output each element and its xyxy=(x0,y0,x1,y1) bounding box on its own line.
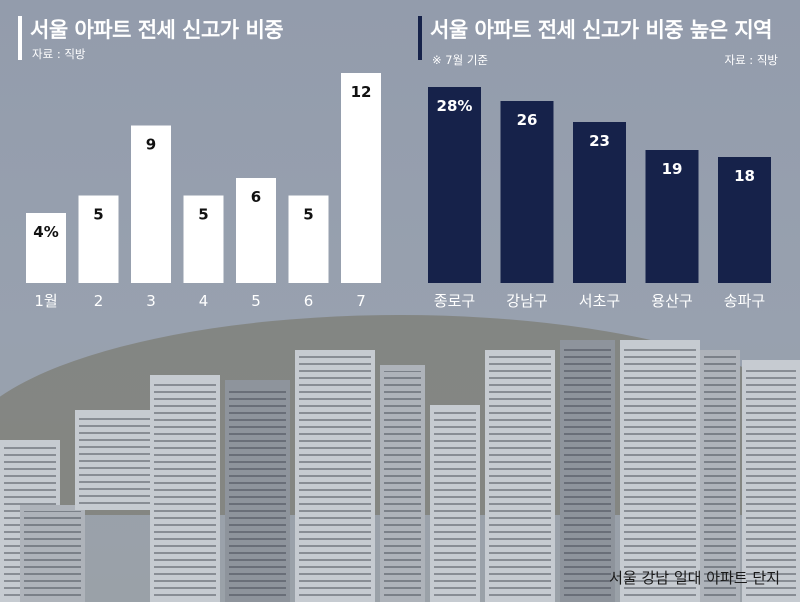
right-bar xyxy=(645,150,699,283)
left-bar-value-label: 12 xyxy=(351,83,372,101)
right-chart-title: 서울 아파트 전세 신고가 비중 높은 지역 xyxy=(418,14,773,60)
right-bar-value-label: 19 xyxy=(662,160,683,178)
apartment-building xyxy=(560,340,615,602)
left-bar-value-label: 6 xyxy=(251,188,261,206)
right-bar-value-label: 28% xyxy=(437,97,473,115)
left-chart-title: 서울 아파트 전세 신고가 비중 xyxy=(18,14,284,60)
apartment-building xyxy=(700,350,740,602)
right-category-label: 서초구 xyxy=(579,292,620,310)
right-bar xyxy=(500,101,554,283)
left-title-text: 서울 아파트 전세 신고가 비중 xyxy=(30,18,284,42)
left-bar xyxy=(183,195,224,283)
right-category-label: 송파구 xyxy=(724,292,765,310)
right-bar-value-label: 18 xyxy=(734,167,755,185)
left-source-label: 자료 : 직방 xyxy=(32,47,86,61)
apartment-building xyxy=(430,405,480,602)
apartment-building xyxy=(620,340,700,602)
right-bar-value-label: 26 xyxy=(517,111,538,129)
left-bar xyxy=(131,125,171,283)
left-bar-value-label: 5 xyxy=(198,206,208,224)
left-category-label: 5 xyxy=(251,292,261,310)
photo-caption: 서울 강남 일대 아파트 단지 xyxy=(609,569,780,587)
apartment-building xyxy=(380,365,425,602)
left-category-label: 4 xyxy=(199,292,209,310)
apartment-building xyxy=(75,410,155,510)
right-source-label: 자료 : 직방 xyxy=(724,53,778,67)
apartment-building xyxy=(150,375,220,602)
right-bar-value-label: 23 xyxy=(589,132,610,150)
left-category-label: 2 xyxy=(94,292,104,310)
right-title-accent-bar xyxy=(418,16,422,60)
apartment-building xyxy=(485,350,555,602)
apartment-building xyxy=(295,350,375,602)
left-bar xyxy=(26,213,66,283)
right-category-label: 종로구 xyxy=(434,292,475,310)
left-category-label: 7 xyxy=(356,292,366,310)
left-category-label: 1월 xyxy=(34,292,57,310)
left-category-label: 3 xyxy=(146,292,156,310)
right-title-text: 서울 아파트 전세 신고가 비중 높은 지역 xyxy=(430,18,773,42)
left-title-accent-bar xyxy=(18,16,22,60)
right-bar xyxy=(718,157,771,283)
apartment-building xyxy=(225,380,290,602)
right-category-label: 용산구 xyxy=(651,292,692,310)
left-bar xyxy=(78,195,119,283)
left-bar-value-label: 5 xyxy=(303,206,313,224)
apartment-building xyxy=(20,505,85,602)
right-note-label: ※ 7월 기준 xyxy=(432,53,489,67)
left-category-label: 6 xyxy=(304,292,314,310)
right-bar xyxy=(428,87,481,283)
left-bar-value-label: 4% xyxy=(33,223,58,241)
left-bar xyxy=(341,73,381,283)
apartment-building xyxy=(742,360,800,602)
left-bar-value-label: 5 xyxy=(93,206,103,224)
left-bar xyxy=(236,178,276,283)
left-bar xyxy=(288,195,329,283)
left-bar-value-label: 9 xyxy=(146,136,156,154)
right-category-label: 강남구 xyxy=(506,292,547,310)
right-bar xyxy=(573,122,626,283)
